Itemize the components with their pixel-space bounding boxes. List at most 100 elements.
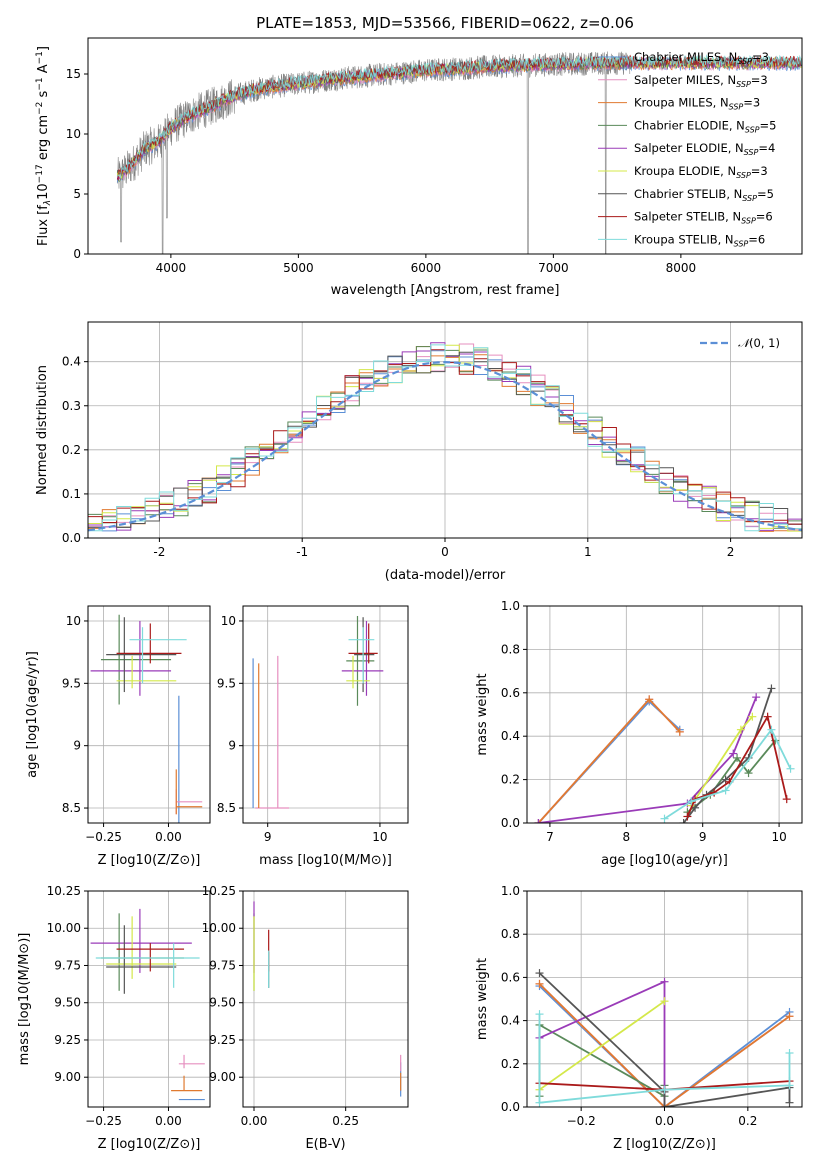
x-tick-label: 9 [264, 830, 272, 844]
legend-label-value: =3 [752, 50, 769, 64]
weight-vs-age-plot-area [534, 684, 795, 823]
age-vs-mass-plot-area [252, 615, 384, 809]
weight-line [538, 972, 791, 1107]
legend-label-sub: SSP [744, 148, 759, 157]
legend-label: Salpeter STELIB, NSSP=6 [634, 210, 773, 226]
weight-vs-age-ticks: 7 8 9 10 0.0 0.2 0.4 0.6 0.8 1.0 [501, 599, 787, 844]
y-tick-label: 0.1 [62, 487, 81, 501]
y-tick-label: 9.00 [209, 1070, 236, 1084]
x-tick-label: 2 [727, 545, 735, 559]
legend-label-value: =6 [748, 232, 765, 246]
legend-label-sub: SSP [729, 103, 744, 112]
errorbar-point [116, 623, 182, 664]
weight-line [537, 697, 681, 823]
y-tick-label: 5 [73, 187, 81, 201]
weight-series [534, 693, 761, 823]
weight-line [538, 1023, 666, 1098]
age-vs-mass-axes: 9 10 8.5 9 9.5 10 mass [log10(M/M⊙)] [217, 605, 409, 868]
model-line-kroupa-stelib [117, 54, 802, 180]
y-tick-label: 0.4 [501, 1014, 520, 1028]
errorbar-point [346, 655, 370, 689]
legend-label: Kroupa ELODIE, NSSP=3 [634, 164, 768, 180]
residuals-plot-area [88, 342, 802, 532]
legend-label: Salpeter MILES, NSSP=3 [634, 73, 768, 89]
legend-label-value: =4 [758, 141, 775, 155]
legend-label-sub: SSP [745, 125, 760, 134]
age-vs-mass-grid [243, 606, 408, 823]
legend-label: Kroupa MILES, NSSP=3 [634, 96, 760, 112]
legend-label-text: Kroupa MILES, N [634, 96, 729, 110]
x-tick-label: −0.25 [85, 1114, 122, 1128]
x-axis-label: Z [log10(Z/Z⊙)] [98, 1137, 201, 1152]
y-tick-label: 9 [228, 739, 236, 753]
y-tick-label: 0.8 [501, 927, 520, 941]
errorbar-point [346, 615, 375, 706]
y-tick-label: 9.5 [62, 676, 81, 690]
y-axis-label: age [log10(age/yr)] [25, 651, 40, 778]
legend-label-sub: SSP [736, 171, 751, 180]
y-axis-label: Flux [fλ10−17 erg cm−2 s−1 A−1] [35, 46, 53, 246]
y-tick-label: 1.0 [501, 599, 520, 613]
errorbar-point [90, 620, 172, 696]
mass-vs-EBV-ticks: 0.00 0.25 9.00 9.25 9.50 9.75 10.00 10.25 [202, 884, 359, 1128]
x-tick-label: 7000 [538, 261, 569, 275]
x-tick-label: 0.00 [155, 830, 182, 844]
y-tick-label: 0.6 [501, 970, 520, 984]
legend-label-text: Chabrier ELODIE, N [634, 118, 745, 132]
legend-label-text: Salpeter STELIB, N [634, 210, 741, 224]
x-axis-label: Z [log10(Z/Z⊙)] [98, 853, 201, 868]
x-tick-label: -1 [296, 545, 308, 559]
legend-label-text: Kroupa ELODIE, N [634, 164, 736, 178]
errorbar-point [175, 769, 203, 815]
x-tick-label: 9 [699, 830, 707, 844]
x-tick-label: 0.0 [655, 1114, 674, 1128]
weight-line [537, 697, 681, 823]
age-vs-Z-frame [87, 605, 211, 824]
legend-label-text: Chabrier STELIB, N [634, 187, 742, 201]
legend-label-value: =6 [756, 210, 773, 224]
mass-vs-EBV-plot-area [253, 901, 402, 1097]
x-tick-label: 1 [584, 545, 592, 559]
figure-title: PLATE=1853, MJD=53566, FIBERID=0622, z=0… [256, 14, 634, 32]
y-axis-label-part: ] [36, 46, 51, 51]
y-tick-label: 0.8 [501, 642, 520, 656]
x-axis-label: age [log10(age/yr)] [601, 853, 728, 868]
y-tick-label: 8.5 [62, 801, 81, 815]
x-tick-label: 8000 [666, 261, 697, 275]
age-vs-mass-ticks: 9 10 8.5 9 9.5 10 [217, 614, 388, 844]
y-axis-label: Normed distribution [35, 365, 50, 495]
legend-label: Chabrier ELODIE, NSSP=5 [634, 118, 776, 134]
errorbar-point [348, 627, 375, 684]
legend-label-text: Chabrier MILES, N [634, 50, 737, 64]
y-tick-label: 8.5 [217, 801, 236, 815]
errorbar-point [171, 1075, 203, 1092]
x-axis-label: E(B-V) [305, 1137, 345, 1152]
y-axis-label: mass weight [475, 673, 490, 755]
y-tick-label: 1.0 [501, 884, 520, 898]
x-tick-label: 0.25 [332, 1114, 359, 1128]
errorbar-point [90, 908, 192, 973]
mass-vs-Z-axes: −0.25 0.00 9.00 9.25 9.50 9.75 10.00 10.25 Z [lo… [17, 884, 211, 1152]
y-tick-label: 0.2 [501, 773, 520, 787]
y-axis-label-part: −17 [35, 164, 45, 183]
legend-label: Kroupa STELIB, NSSP=6 [634, 232, 765, 248]
errorbar-point [106, 925, 177, 994]
errorbar-point [100, 614, 172, 705]
y-tick-label: 0.6 [501, 686, 520, 700]
x-tick-label: 0.00 [241, 1114, 268, 1128]
x-tick-label: 6000 [411, 261, 442, 275]
x-tick-label: 10 [771, 830, 786, 844]
y-tick-label: 0.4 [62, 355, 81, 369]
age-vs-Z-plot-area [90, 614, 203, 823]
weight-vs-Z-ticks: −0.2 0.0 0.2 0.0 0.2 0.4 0.6 0.8 1.0 [501, 884, 757, 1128]
y-tick-label: 10 [221, 614, 236, 628]
errorbar-point [95, 943, 200, 988]
legend-label-value: =3 [751, 164, 768, 178]
age-vs-mass-frame [242, 605, 409, 824]
errorbar-point [116, 655, 177, 689]
weight-line [538, 1000, 666, 1091]
legend-label-value: =5 [760, 118, 777, 132]
weight-vs-Z-frame [526, 890, 803, 1108]
y-tick-label: 9.25 [209, 1033, 236, 1047]
errorbar-point [116, 943, 185, 972]
